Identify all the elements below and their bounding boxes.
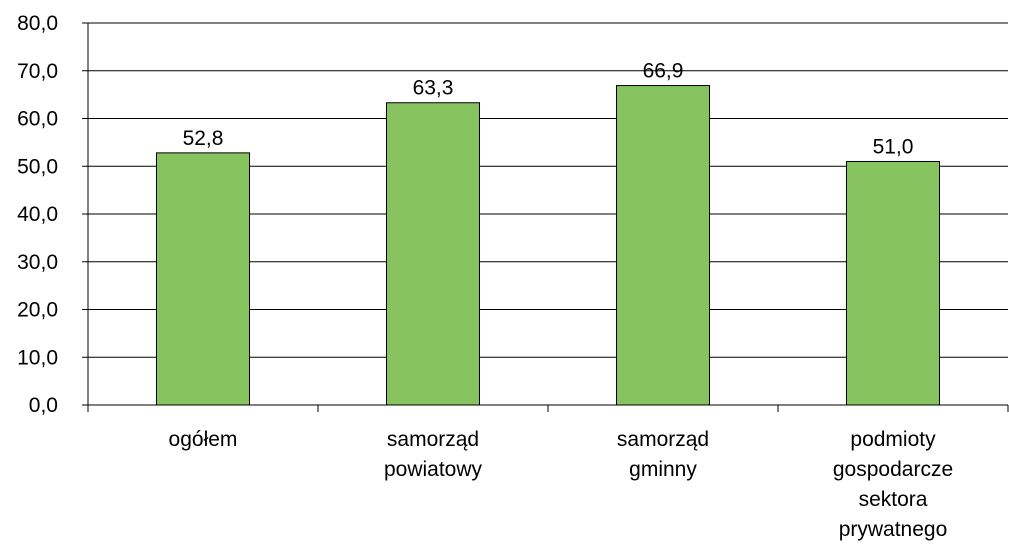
y-tick-label: 20,0 bbox=[17, 299, 58, 322]
category-label: ogółem bbox=[169, 428, 238, 451]
category-label-line: powiatowy bbox=[384, 458, 483, 481]
data-labels: 52,8 63,3 66,9 51,0 bbox=[183, 60, 914, 159]
y-tick-label: 80,0 bbox=[17, 12, 58, 35]
y-tick-label: 0,0 bbox=[29, 394, 58, 417]
category-label-line: prywatnego bbox=[839, 518, 948, 541]
bar bbox=[616, 85, 710, 406]
bar bbox=[846, 160, 940, 406]
y-tick-label: 10,0 bbox=[17, 346, 58, 369]
y-tick-label: 30,0 bbox=[17, 251, 58, 274]
bars bbox=[156, 85, 940, 406]
bar bbox=[156, 152, 250, 406]
category-label-line: sektora bbox=[859, 488, 928, 511]
category-label-line: ogółem bbox=[169, 428, 238, 451]
y-tick-label: 60,0 bbox=[17, 108, 58, 131]
data-label: 51,0 bbox=[873, 135, 914, 158]
category-label-line: samorząd bbox=[617, 428, 709, 451]
data-label: 52,8 bbox=[183, 127, 224, 150]
category-labels: ogółem samorząd powiatowy samorząd gminny pod… bbox=[169, 428, 954, 541]
y-axis-ticks: 0,0 10,0 20,0 30,0 40,0 50,0 60,0 70,0 80,0 bbox=[17, 12, 88, 417]
category-label-line: gminny bbox=[629, 458, 697, 481]
data-label: 66,9 bbox=[643, 60, 684, 83]
category-label: podmioty gospodarcze sektora prywatnego bbox=[833, 428, 953, 541]
category-label: samorząd powiatowy bbox=[384, 428, 483, 481]
data-label: 63,3 bbox=[413, 77, 454, 100]
y-tick-label: 70,0 bbox=[17, 60, 58, 83]
y-tick-label: 50,0 bbox=[17, 155, 58, 178]
category-label-line: podmioty bbox=[850, 428, 936, 451]
category-label-line: gospodarcze bbox=[833, 458, 953, 481]
y-tick-label: 40,0 bbox=[17, 203, 58, 226]
category-label-line: samorząd bbox=[387, 428, 479, 451]
bar bbox=[386, 102, 480, 406]
category-label: samorząd gminny bbox=[617, 428, 709, 481]
